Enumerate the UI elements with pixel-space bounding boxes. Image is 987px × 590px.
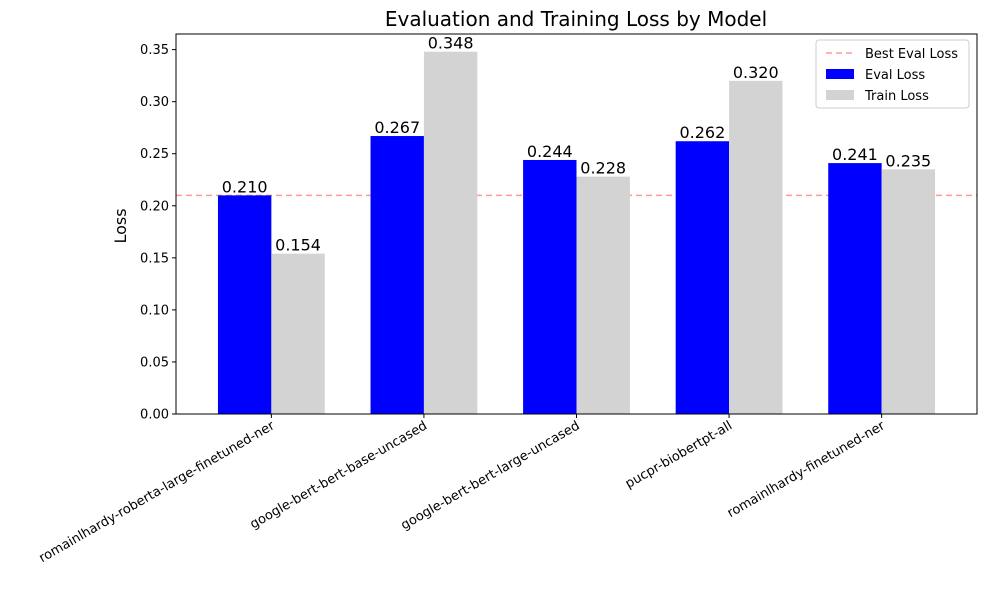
legend-train-loss-label: Train Loss [864, 89, 929, 104]
y-tick-label: 0.00 [140, 408, 169, 423]
eval-loss-bar [217, 195, 272, 414]
legend-eval-loss-label: Eval Loss [865, 68, 925, 83]
x-tick-label: pucpr-biobertpt-all [623, 418, 735, 491]
legend: Best Eval Loss Eval Loss Train Loss [815, 39, 970, 109]
y-tick-label: 0.35 [140, 43, 169, 58]
y-tick-label: 0.30 [140, 95, 169, 110]
x-tick-label: romainlhardy-roberta-large-finetuned-ner [37, 418, 278, 566]
y-tick-label: 0.15 [140, 251, 169, 266]
x-tick-label: google-bert-bert-base-uncased [248, 418, 430, 532]
eval-loss-value-label: 0.267 [374, 118, 420, 137]
train-loss-bar [423, 51, 478, 414]
train-loss-value-label: 0.320 [733, 63, 779, 82]
eval-loss-bar [675, 141, 730, 414]
train-loss-bar [576, 176, 630, 414]
legend-box [815, 39, 970, 109]
plot-frame [175, 33, 978, 415]
train-loss-bar [881, 169, 936, 414]
eval-loss-bar [828, 163, 882, 414]
train-loss-value-label: 0.228 [580, 159, 626, 178]
x-tick-label: romainlhardy-finetuned-ner [725, 418, 888, 521]
eval-loss-bar [523, 159, 577, 414]
eval-loss-value-label: 0.244 [527, 142, 573, 161]
eval-loss-value-label: 0.262 [679, 123, 725, 142]
legend-train-loss-swatch [826, 90, 854, 100]
y-tick-label: 0.10 [140, 303, 169, 318]
train-loss-bar [271, 253, 325, 414]
train-loss-value-label: 0.154 [275, 236, 321, 255]
eval-loss-value-label: 0.241 [832, 145, 878, 164]
x-tick-label: google-bert-bert-large-uncased [399, 418, 583, 533]
y-tick-label: 0.25 [140, 147, 169, 162]
chart-title: Evaluation and Training Loss by Model [385, 7, 767, 31]
legend-best-eval-loss-label: Best Eval Loss [865, 47, 958, 62]
y-tick-label: 0.05 [140, 355, 169, 370]
eval-loss-bar [370, 136, 424, 414]
y-tick-label: 0.20 [140, 199, 169, 214]
y-axis-label: Loss [111, 208, 130, 243]
train-loss-bar [729, 80, 783, 415]
train-loss-value-label: 0.348 [428, 34, 474, 53]
legend-eval-loss-swatch [826, 69, 854, 79]
eval-loss-value-label: 0.210 [222, 177, 268, 196]
train-loss-value-label: 0.235 [885, 151, 931, 170]
